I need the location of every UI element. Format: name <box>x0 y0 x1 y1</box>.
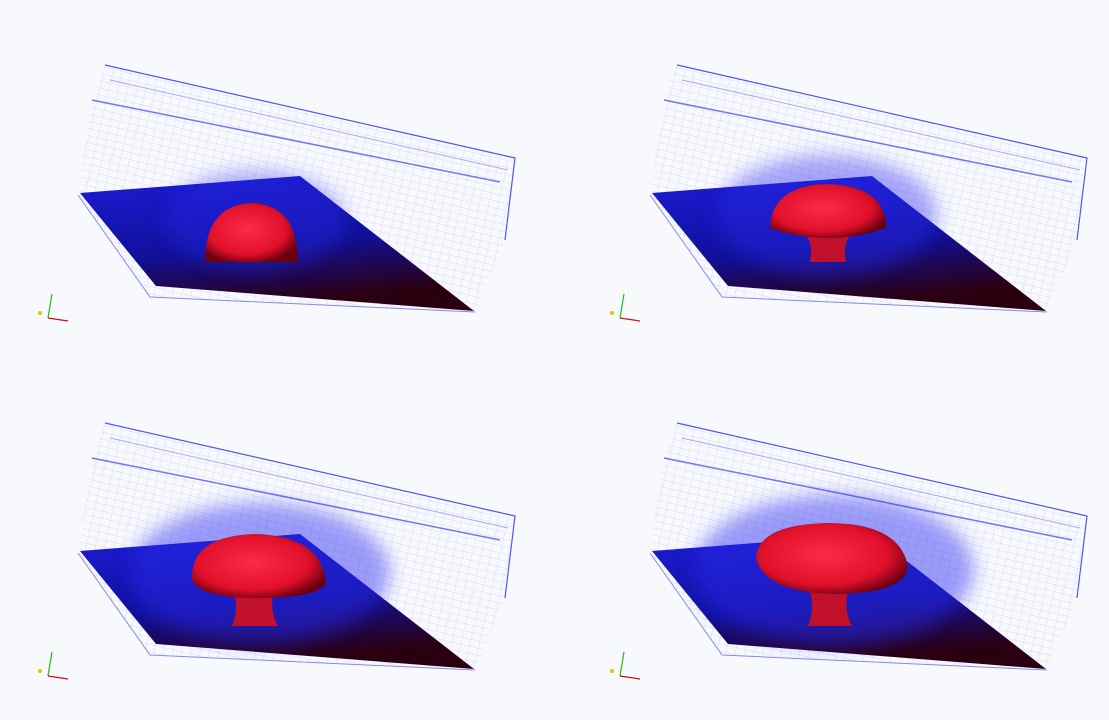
visualization-grid <box>0 0 1109 720</box>
page <box>0 0 1109 720</box>
panel-2 <box>610 65 1087 321</box>
panel-3 <box>38 423 515 679</box>
panel-1 <box>38 65 515 321</box>
panel-4 <box>610 423 1087 679</box>
